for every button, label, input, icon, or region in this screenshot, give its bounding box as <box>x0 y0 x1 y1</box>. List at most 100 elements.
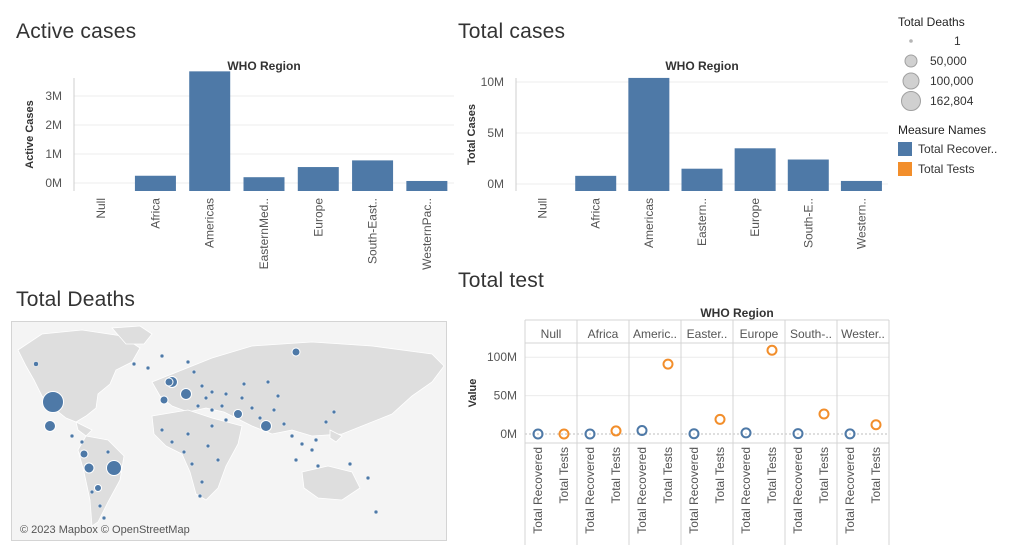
landmass <box>151 409 243 501</box>
death-bubble <box>69 433 75 439</box>
death-bubble <box>159 353 165 359</box>
death-bubble <box>233 409 243 419</box>
legend-size-label: 1 <box>954 34 961 48</box>
bar-western <box>840 180 882 191</box>
x-category-label: Americas <box>642 198 656 248</box>
x-measure-label: Total Recovered <box>635 447 649 534</box>
x-measure-label: Total Tests <box>765 447 779 503</box>
chart-header: WHO Region <box>665 59 738 73</box>
world-map[interactable]: © 2023 Mapbox © OpenStreetMap <box>11 321 447 541</box>
x-measure-label: Total Tests <box>661 447 675 503</box>
point-total-recovered <box>532 428 544 440</box>
death-bubble <box>94 484 102 492</box>
point-total-recovered <box>740 427 752 439</box>
bar-europe <box>734 148 776 191</box>
y-tick-label: 2M <box>45 118 62 132</box>
death-bubble <box>331 409 337 415</box>
x-category-label: EasternMed.. <box>257 198 271 269</box>
death-bubble <box>79 439 85 445</box>
bar-eastern <box>681 168 723 191</box>
x-category-label: Europe <box>748 198 762 237</box>
region-header-label: South-.. <box>790 327 832 341</box>
death-bubble <box>257 415 263 421</box>
x-category-label: South-E.. <box>801 198 815 248</box>
death-bubble <box>313 437 319 443</box>
x-measure-label: Total Recovered <box>687 447 701 534</box>
total-deaths-title: Total Deaths <box>16 288 136 311</box>
death-bubble <box>185 359 191 365</box>
bar-africa <box>134 175 176 191</box>
y-tick-label: 50M <box>494 389 517 403</box>
landmass <box>329 429 343 443</box>
death-bubble <box>241 381 247 387</box>
death-bubble <box>42 391 64 413</box>
point-total-recovered <box>636 425 648 437</box>
death-bubble <box>199 479 205 485</box>
bar-africa <box>575 175 617 191</box>
x-measure-label: Total Tests <box>713 447 727 503</box>
death-bubble <box>215 457 221 463</box>
point-total-tests <box>870 419 882 431</box>
death-bubble <box>106 460 122 476</box>
death-bubble <box>239 395 245 401</box>
x-measure-label: Total Recovered <box>739 447 753 534</box>
total-test-chart[interactable]: WHO Region 0M 50M 100M Value Null Total Recove… <box>456 300 892 545</box>
legend-size-2[interactable]: 50,000 <box>898 51 1013 71</box>
y-axis-label: Value <box>467 379 479 408</box>
death-bubble <box>44 420 56 432</box>
death-bubble <box>281 421 287 427</box>
x-measure-label: Total Tests <box>869 447 883 503</box>
y-tick-label: 0M <box>45 176 62 190</box>
legend-size-1[interactable]: 1 <box>898 31 1013 51</box>
death-bubble <box>164 377 174 387</box>
measure-names-legend: Measure Names Total Recover.. Total Test… <box>898 123 1016 179</box>
x-category-label: Null <box>94 198 108 219</box>
point-total-tests <box>558 428 570 440</box>
death-bubble <box>197 493 203 499</box>
death-bubble <box>223 391 229 397</box>
region-header-label: Null <box>541 327 562 341</box>
size-circle-icon <box>901 91 921 111</box>
legend-item-total-recovered[interactable]: Total Recover.. <box>898 139 1016 159</box>
death-bubble <box>293 457 299 463</box>
y-tick-label: 0M <box>487 177 504 191</box>
death-bubble <box>189 461 195 467</box>
death-bubble <box>265 379 271 385</box>
x-category-label: WesternPac.. <box>420 198 434 270</box>
point-total-tests <box>662 358 674 370</box>
death-bubble <box>199 383 205 389</box>
legend-size-3[interactable]: 100,000 <box>898 71 1013 91</box>
chart-header: WHO Region <box>227 59 300 73</box>
bar-easternmed <box>243 177 285 191</box>
landmass <box>17 329 141 423</box>
death-bubble <box>180 388 192 400</box>
active-cases-chart[interactable]: WHO Region Active Cases 0M 1M 2M 3M Null Africa… <box>14 50 454 280</box>
death-bubble <box>97 503 103 509</box>
death-bubble <box>205 443 211 449</box>
region-header-label: Easter.. <box>687 327 728 341</box>
y-tick-label: 10M <box>481 75 504 89</box>
x-category-label: Eastern.. <box>695 198 709 246</box>
death-bubble <box>159 395 169 405</box>
x-category-label: Europe <box>311 198 325 237</box>
legend-size-label: 100,000 <box>930 74 974 88</box>
death-bubble <box>373 509 379 515</box>
legend-item-total-tests[interactable]: Total Tests <box>898 159 1016 179</box>
death-bubble <box>181 449 187 455</box>
death-bubble <box>299 441 305 447</box>
bar-americas <box>628 77 670 191</box>
death-bubble <box>260 420 272 432</box>
legend-size-4[interactable]: 162,804 <box>898 91 1013 111</box>
legend-item-label: Total Recover.. <box>918 142 998 156</box>
total-cases-chart[interactable]: WHO Region Total Cases 0M 5M 10M Null Africa Am… <box>456 50 888 265</box>
x-measure-label: Total Tests <box>609 447 623 503</box>
point-total-tests <box>714 413 726 425</box>
death-bubble <box>169 439 175 445</box>
death-bubble <box>203 395 209 401</box>
x-measure-label: Total Recovered <box>791 447 805 534</box>
death-bubble <box>185 431 191 437</box>
death-bubble <box>315 463 321 469</box>
x-measure-label: Total Recovered <box>843 447 857 534</box>
death-bubble <box>347 461 353 467</box>
death-bubble <box>79 449 89 459</box>
